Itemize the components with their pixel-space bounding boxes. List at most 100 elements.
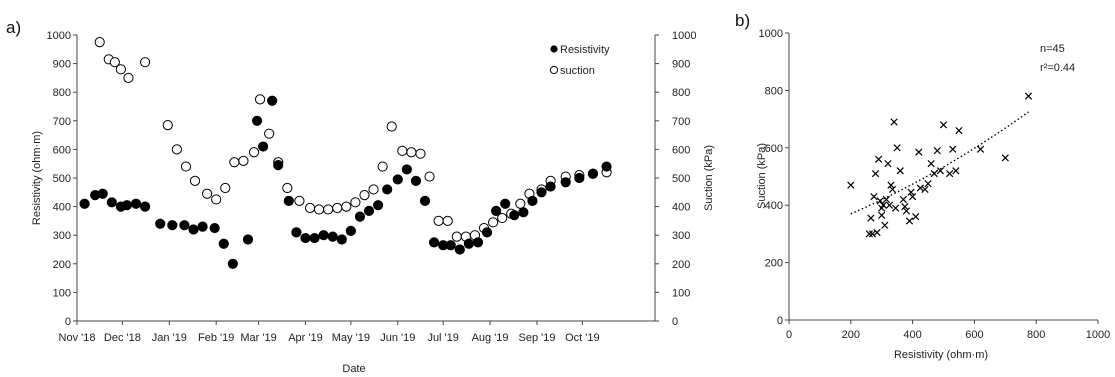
suction-point xyxy=(123,72,134,84)
resistivity-point xyxy=(445,240,456,251)
chart-a-y-tick-label: 0 xyxy=(65,316,71,328)
chart-b-x-axis-label: Resistivity (ohm·m) xyxy=(894,349,988,361)
scatter-point xyxy=(915,148,923,156)
resistivity-point xyxy=(363,205,375,216)
scatter-point xyxy=(867,214,875,222)
suction-point xyxy=(248,147,260,158)
resistivity-point xyxy=(209,222,220,234)
resistivity-point xyxy=(273,160,284,171)
chart-b-y-tick-label: 200 xyxy=(765,258,783,270)
chart-a-y-tick-label: 900 xyxy=(53,59,71,71)
scatter-point xyxy=(878,211,886,219)
suction-point xyxy=(115,64,126,75)
resistivity-point xyxy=(121,200,133,211)
scatter-point xyxy=(876,197,884,205)
scatter-point xyxy=(907,188,915,196)
scatter-point xyxy=(882,195,890,204)
scatter-point xyxy=(908,192,917,201)
resistivity-point xyxy=(410,175,422,186)
chart-a-x-tick-label: Aug '19 xyxy=(472,332,509,344)
chart-a-y-tick-label: 700 xyxy=(53,116,71,128)
chart-a-x-tick-label: Oct '19 xyxy=(565,332,600,344)
chart-a-y2-axis-label: Suction (kPa) xyxy=(703,145,715,211)
legend-resistivity-marker xyxy=(550,45,558,53)
suction-point xyxy=(264,128,275,139)
chart-b-x-tick-label: 200 xyxy=(842,329,860,341)
resistivity-point xyxy=(167,220,178,231)
resistivity-point xyxy=(139,201,151,212)
scatter-point xyxy=(916,184,924,192)
suction-point xyxy=(162,119,173,131)
suction-point xyxy=(180,161,192,172)
resistivity-point xyxy=(300,232,311,244)
resistivity-point xyxy=(179,220,190,231)
scatter-point xyxy=(930,170,938,178)
chart-a-legend: Resistivity suction xyxy=(549,44,610,77)
scatter-point xyxy=(893,144,901,152)
chart-a-x-tick-label: Feb '19 xyxy=(198,332,234,344)
resistivity-point xyxy=(336,234,347,245)
resistivity-point xyxy=(267,95,278,106)
chart-a-y-tick-label: 600 xyxy=(53,144,71,156)
chart-a-y-tick-label: 200 xyxy=(53,259,71,271)
resistivity-point xyxy=(227,258,238,269)
scatter-point xyxy=(887,181,895,189)
chart-a-y-tick-label: 1000 xyxy=(47,30,71,42)
resistivity-point xyxy=(354,211,366,222)
legend-resistivity-label: Resistivity xyxy=(560,44,610,56)
resistivity-point xyxy=(345,225,356,237)
suction-point xyxy=(406,147,417,158)
resistivity-point xyxy=(587,168,599,179)
suction-point xyxy=(171,144,182,155)
resistivity-point xyxy=(258,141,269,152)
suction-point xyxy=(433,215,444,226)
suction-point xyxy=(515,198,526,209)
suction-point xyxy=(323,204,334,215)
resistivity-point xyxy=(251,115,263,126)
resistivity-point xyxy=(373,200,384,211)
resistivity-point xyxy=(481,227,493,238)
resistivity-point xyxy=(536,187,547,198)
scatter-point xyxy=(873,228,881,237)
suction-point xyxy=(332,202,343,214)
scatter-point xyxy=(888,185,897,194)
scatter-point xyxy=(912,213,920,221)
suction-point xyxy=(238,155,249,166)
resistivity-point xyxy=(106,197,117,208)
chart-a-y2-tick-label: 500 xyxy=(672,173,690,185)
chart-a-y2-tick-label: 0 xyxy=(672,316,678,328)
scatter-point xyxy=(952,167,960,175)
chart-a-x-tick-label: Sep '19 xyxy=(518,332,555,344)
suction-point xyxy=(368,184,379,195)
scatter-point xyxy=(1024,92,1033,100)
scatter-point xyxy=(891,204,900,212)
suction-point xyxy=(211,194,222,205)
chart-a-y2-tick-label: 600 xyxy=(672,144,690,156)
chart-b-y-tick-label: 600 xyxy=(765,143,783,155)
legend-suction-label: suction xyxy=(560,65,595,77)
chart-b-axes: 0 200 400 600 800 1000 0 200 400 600 800 1000 xyxy=(759,28,1111,341)
scatter-point xyxy=(870,192,878,201)
resistivity-point xyxy=(419,195,431,206)
chart-b-x-tick-label: 1000 xyxy=(1086,329,1110,341)
resistivity-point xyxy=(197,221,208,232)
suction-point xyxy=(189,175,201,186)
resistivity-point xyxy=(574,172,585,184)
resistivity-point xyxy=(327,231,338,242)
resistivity-point xyxy=(242,234,254,245)
suction-point xyxy=(442,215,453,226)
resistivity-point xyxy=(491,205,502,216)
chart-b-y-tick-label: 400 xyxy=(765,200,783,212)
scatter-point xyxy=(899,195,907,204)
suction-point xyxy=(282,182,293,194)
chart-a-y-tick-label: 500 xyxy=(53,173,71,185)
chart-a-x-tick-label: Mar '19 xyxy=(240,332,276,344)
chart-a-y2-tick-label: 100 xyxy=(672,287,690,299)
scatter-point xyxy=(871,170,880,178)
chart-a-x-axis-label: Date xyxy=(342,363,365,375)
scatter-point xyxy=(1001,154,1009,162)
chart-b-y-tick-label: 800 xyxy=(765,85,783,97)
suction-point xyxy=(451,231,462,242)
suction-point xyxy=(497,212,508,224)
scatter-point xyxy=(890,118,898,126)
